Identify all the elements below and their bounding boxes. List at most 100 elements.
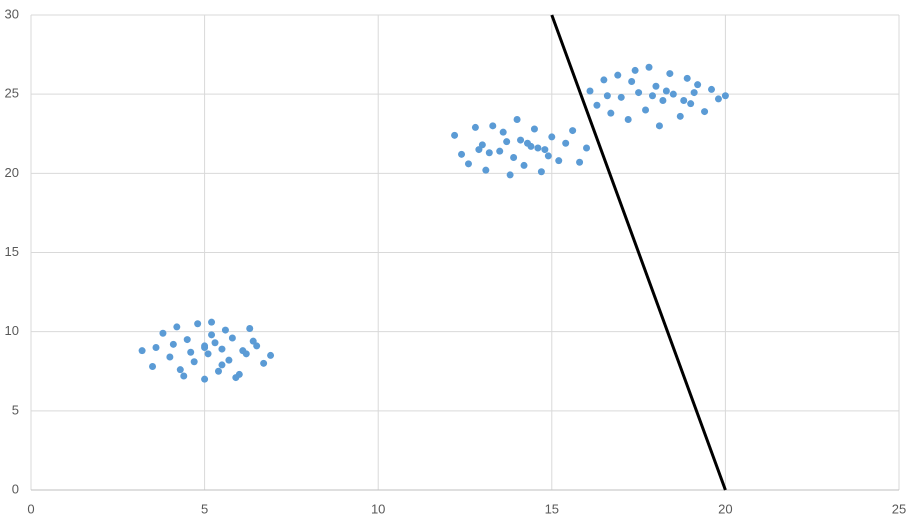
scatter-point [267,351,275,359]
scatter-point [708,85,716,93]
scatter-point [149,363,157,370]
scatter-point [218,345,226,353]
x-tick-label: 5 [201,501,208,516]
scatter-point [614,71,622,79]
x-tick-label: 20 [718,501,732,516]
scatter-point [586,87,594,95]
scatter-point [221,326,229,334]
scatter-point [652,82,660,90]
scatter-point [249,337,257,345]
scatter-point [683,74,691,82]
y-tick-label: 0 [12,481,19,496]
scatter-point [166,353,174,361]
scatter-point [676,112,684,120]
scatter-point [152,344,160,351]
scatter-point [645,63,653,71]
scatter-point [246,325,254,332]
scatter-point [201,375,209,383]
y-tick-label: 30 [5,6,19,21]
scatter-point [642,106,650,114]
scatter-point [183,336,191,344]
scatter-point [218,361,226,369]
scatter-point [537,168,545,176]
scatter-point [607,109,615,117]
scatter-point [523,139,531,147]
scatter-point [721,92,729,100]
scatter-point [701,108,709,116]
scatter-point [214,367,222,375]
scatter-point [204,350,212,358]
scatter-point [169,340,177,348]
scatter-point [603,92,611,100]
scatter-point [451,131,459,139]
scatter-point [555,157,563,165]
scatter-point [475,146,483,154]
scatter-point [506,171,514,179]
scatter-point [159,329,167,337]
scatter-point [628,78,636,85]
scatter-point [482,166,490,174]
scatter-point [520,161,528,169]
scatter-point [242,350,250,358]
scatter-point [225,356,233,364]
scatter-point [190,358,198,366]
scatter-point [513,116,521,123]
scatter-point [471,123,479,131]
scatter-point [666,70,674,78]
scatter-point [232,374,240,382]
scatter-point [534,144,542,152]
scatter-point [208,331,216,339]
scatter-point [517,136,525,144]
scatter-point [489,122,497,130]
scatter-point [690,89,698,97]
y-tick-label: 10 [5,323,19,338]
scatter-point [624,116,632,123]
scatter-point [173,323,181,331]
scatter-point [187,348,195,356]
scatter-point [600,76,608,84]
x-tick-label: 25 [892,501,906,516]
scatter-point [569,127,577,135]
scatter-point [530,125,538,133]
scatter-point [201,342,209,350]
y-tick-label: 25 [5,86,19,101]
scatter-point [208,318,216,326]
scatter-point [496,147,504,155]
x-tick-label: 10 [371,501,385,516]
x-tick-label: 15 [545,501,559,516]
scatter-point [635,89,643,97]
scatter-point [211,339,219,347]
scatter-point [576,158,584,166]
scatter-point [617,93,625,101]
scatter-point [180,372,188,380]
scatter-point [510,154,518,161]
scatter-point [669,90,677,98]
scatter-point [194,320,202,328]
scatter-point [548,133,556,141]
scatter-point [544,152,552,160]
scatter-point [655,122,663,130]
x-tick-label: 0 [27,501,34,516]
scatter-point [458,150,466,158]
scatter-point [583,144,591,152]
scatter-point [659,97,667,104]
scatter-point [648,92,656,100]
scatter-point [562,139,570,147]
y-tick-label: 5 [12,402,19,417]
scatter-point [176,366,184,374]
scatter-point [687,100,695,108]
scatter-point [499,128,507,136]
scatter-point [680,97,688,104]
line [550,14,727,491]
scatter-point [503,138,511,146]
scatter-point [260,359,268,367]
y-tick-label: 20 [5,165,19,180]
scatter-point [593,101,601,109]
y-tick-label: 15 [5,244,19,259]
scatter-point [662,87,670,95]
scatter-point [694,81,702,89]
scatter-point [714,95,722,103]
scatter-point [228,334,236,342]
scatter-point [138,347,146,355]
